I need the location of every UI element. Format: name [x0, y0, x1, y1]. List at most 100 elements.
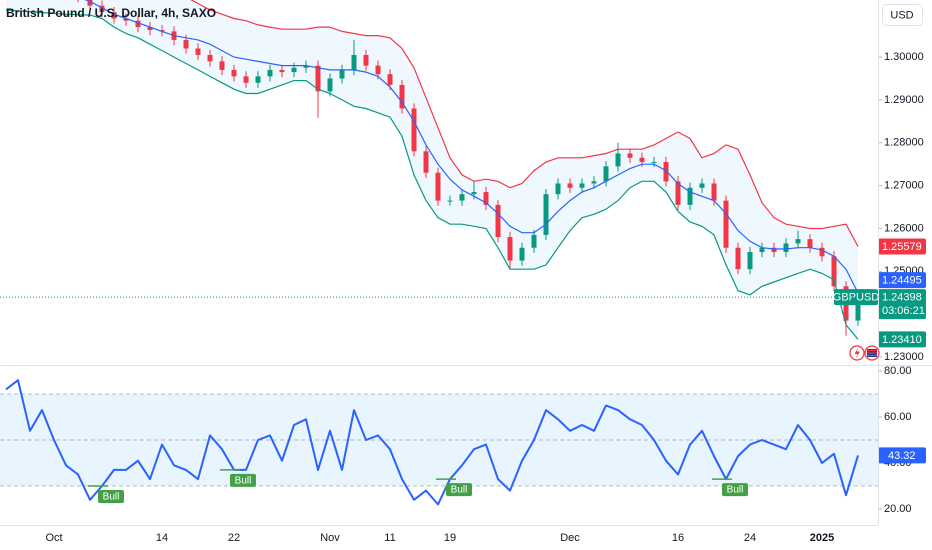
candle-body — [339, 69, 345, 79]
candle-body — [807, 239, 813, 248]
lower-band-value-label: 1.23410 — [882, 334, 922, 346]
candle-body — [543, 194, 549, 235]
signal-box — [98, 489, 124, 503]
candle-body — [159, 30, 165, 32]
axes: 1.230001.250001.260001.270001.280001.290… — [45, 51, 926, 544]
x-tick-label: 16 — [672, 532, 684, 544]
currency-button[interactable] — [882, 4, 923, 26]
x-tick-label: 24 — [744, 532, 756, 544]
countdown-label: 03:06:21 — [882, 305, 925, 317]
candle-body — [111, 12, 117, 19]
bollinger-line — [84, 0, 859, 294]
candle-body — [399, 84, 405, 109]
y-tick-label: 1.28000 — [884, 137, 924, 149]
candle-body — [639, 157, 645, 163]
candle-body — [423, 151, 429, 173]
candle-body — [591, 181, 597, 184]
candle-body — [327, 78, 333, 92]
candle-body — [363, 54, 369, 66]
candle-body — [699, 183, 705, 188]
signal-label: Bull — [727, 485, 744, 496]
x-tick-label: 11 — [384, 532, 395, 544]
y-tick-label: 1.23000 — [884, 351, 924, 363]
x-tick-label: Dec — [560, 532, 580, 544]
alert-icons[interactable] — [849, 345, 880, 361]
candle-body — [711, 183, 717, 201]
candle-body — [291, 67, 297, 73]
candle-body — [567, 183, 573, 188]
candle-body — [387, 74, 393, 85]
x-tick-label: Oct — [45, 532, 62, 544]
y-tick-label: 1.27000 — [884, 180, 924, 192]
candle-body — [207, 54, 213, 62]
x-tick-label: 2025 — [810, 532, 834, 544]
middle-band-value-label: 1.24495 — [882, 274, 922, 286]
candle-body — [831, 256, 837, 287]
candle-body — [459, 194, 465, 201]
candle-body — [495, 204, 501, 238]
candle-body — [663, 162, 669, 182]
candle-body — [603, 166, 609, 182]
candle-body — [519, 247, 525, 261]
candle-body — [819, 247, 825, 257]
lower-band-value-box — [878, 331, 926, 348]
rsi-value-label: 43.32 — [888, 450, 916, 462]
signal-label: Bull — [103, 492, 120, 503]
candle-body — [483, 192, 489, 205]
candle-body — [795, 239, 801, 244]
y-tick-label: 60.00 — [884, 411, 912, 423]
candle-body — [255, 76, 261, 83]
y-tick-label: 1.26000 — [884, 222, 924, 234]
chart-title: British Pound / U.S. Dollar, 4h, SAXO — [6, 6, 216, 20]
price-pane — [5, 0, 861, 340]
candle-body — [351, 54, 357, 70]
candle-body — [183, 39, 189, 49]
candle-body — [231, 69, 237, 77]
candle-body — [759, 247, 765, 253]
candle-body — [555, 183, 561, 195]
candle-body — [435, 172, 441, 201]
signal-box — [722, 483, 748, 497]
y-tick-label: 20.00 — [884, 503, 912, 515]
candle-body — [855, 297, 861, 321]
candle-body — [615, 153, 621, 167]
candle-body — [675, 181, 681, 205]
current-price-label: 1.24398 — [882, 291, 922, 303]
candle-body — [507, 237, 513, 261]
candle-body — [279, 69, 285, 73]
currency-label[interactable]: USD — [890, 9, 913, 21]
rsi-pane: Bull Bull Bull Bull — [0, 379, 878, 506]
candle-body — [579, 183, 585, 188]
signal-box — [446, 483, 472, 497]
candle-body — [687, 187, 693, 205]
signal-box — [230, 473, 256, 487]
candle-body — [771, 247, 777, 253]
candle-body — [267, 69, 273, 77]
symbol-label: GBPUSD — [833, 291, 880, 303]
rsi-line — [5, 379, 859, 506]
lightning-icon — [854, 348, 860, 359]
candle-body — [87, 0, 93, 6]
candle-body — [243, 76, 249, 83]
candle-body — [627, 153, 633, 158]
candle-body — [471, 192, 477, 195]
bollinger-line — [190, 0, 859, 247]
upper-band-value-box — [878, 238, 926, 255]
candle-body — [135, 20, 141, 28]
signal-label: Bull — [235, 476, 252, 487]
candle-body — [447, 200, 453, 202]
candle-body — [531, 234, 537, 248]
rsi-band — [0, 394, 878, 486]
candle-body — [783, 243, 789, 253]
candle-body — [99, 5, 105, 13]
candle-body — [123, 18, 129, 21]
candle-body — [303, 65, 309, 68]
candle-body — [195, 48, 201, 55]
upper-band-value-label: 1.25579 — [882, 241, 922, 253]
rsi-value-box — [878, 447, 926, 464]
candle-body — [315, 65, 321, 92]
candle-body — [651, 162, 657, 164]
candle-body — [219, 61, 225, 70]
candle-body — [723, 200, 729, 248]
